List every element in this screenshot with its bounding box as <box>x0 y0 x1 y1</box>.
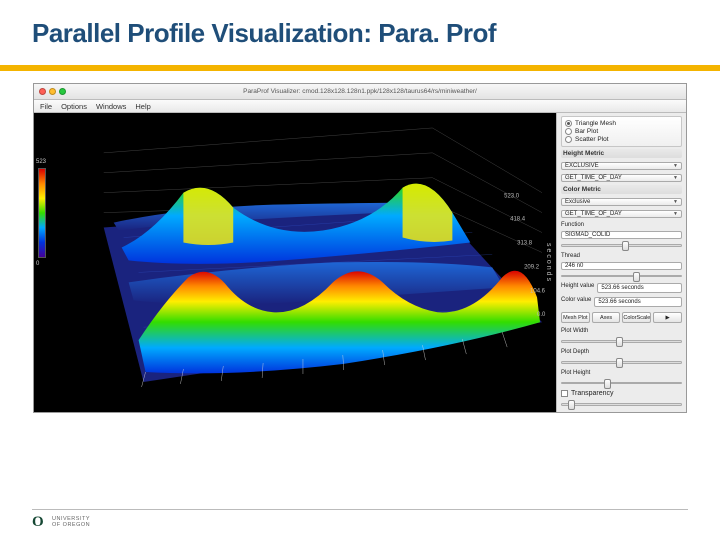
height-metric-header: Height Metric <box>561 149 682 158</box>
height-value-label: Height value <box>561 283 594 293</box>
plot-depth-label: Plot Depth <box>561 349 589 355</box>
z-axis-label: seconds <box>545 243 552 283</box>
thread-label: Thread <box>561 253 580 259</box>
function-value: SIGMAD_COLID <box>561 231 682 239</box>
visualization-canvas[interactable]: 523.0 418.4 313.8 209.2 104.6 0.0 523 0 sec… <box>34 113 556 412</box>
height-value-dropdown[interactable]: EXCLUSIVE▼ <box>561 162 682 170</box>
uo-logo-icon: O <box>32 514 48 530</box>
color-metric-dropdown[interactable]: GET_TIME_OF_DAY▼ <box>561 210 682 218</box>
plot-height-slider[interactable] <box>561 382 682 385</box>
transparency-slider[interactable] <box>561 403 682 406</box>
svg-text:104.6: 104.6 <box>530 288 546 294</box>
transparency-label: Transparency <box>571 390 614 397</box>
height-value: 523.66 seconds <box>597 283 682 293</box>
plot-type-section: Triangle Mesh Bar Plot Scatter Plot <box>561 116 682 147</box>
svg-text:313.8: 313.8 <box>517 240 533 246</box>
function-slider[interactable] <box>561 244 682 247</box>
radio-bar-plot[interactable] <box>565 128 572 135</box>
accent-bar <box>0 65 720 71</box>
colorscale-button[interactable]: ColorScale <box>622 312 651 323</box>
paraprof-window: ParaProf Visualizer: cmod.128x128.128n1.… <box>33 83 687 413</box>
chevron-down-icon: ▼ <box>673 163 678 169</box>
axes-button[interactable]: Axes <box>592 312 621 323</box>
menu-help[interactable]: Help <box>135 102 150 111</box>
opt-triangle-mesh: Triangle Mesh <box>575 120 616 127</box>
titlebar: ParaProf Visualizer: cmod.128x128.128n1.… <box>34 84 686 100</box>
color-metric-header: Color Metric <box>561 185 682 194</box>
transparency-checkbox[interactable] <box>561 390 568 397</box>
slide-title: Parallel Profile Visualization: Para. Pr… <box>0 0 720 57</box>
colorbar-max: 523 <box>36 159 46 165</box>
menu-windows[interactable]: Windows <box>96 102 126 111</box>
plot-depth-slider[interactable] <box>561 361 682 364</box>
chevron-down-icon: ▼ <box>673 175 678 181</box>
svg-text:0.0: 0.0 <box>537 312 546 318</box>
svg-text:523.0: 523.0 <box>504 194 520 200</box>
color-value: 523.66 seconds <box>594 297 682 307</box>
opt-bar-plot: Bar Plot <box>575 128 598 135</box>
institution-line2: OF OREGON <box>52 522 90 528</box>
plot-width-slider[interactable] <box>561 340 682 343</box>
plot-width-label: Plot Width <box>561 328 588 334</box>
svg-text:209.2: 209.2 <box>524 264 540 270</box>
colorbar-min: 0 <box>36 261 39 267</box>
function-label: Function <box>561 222 584 228</box>
thread-slider[interactable] <box>561 275 682 278</box>
radio-triangle-mesh[interactable] <box>565 120 572 127</box>
height-metric-dropdown[interactable]: GET_TIME_OF_DAY▼ <box>561 174 682 182</box>
svg-text:418.4: 418.4 <box>510 217 526 223</box>
menu-file[interactable]: File <box>40 102 52 111</box>
chevron-down-icon: ▼ <box>673 211 678 217</box>
radio-scatter-plot[interactable] <box>565 136 572 143</box>
color-value-label: Color value <box>561 297 591 307</box>
chevron-down-icon: ▼ <box>673 199 678 205</box>
plot-height-label: Plot Height <box>561 370 590 376</box>
control-panel: Triangle Mesh Bar Plot Scatter Plot Heig… <box>556 113 686 412</box>
window-title: ParaProf Visualizer: cmod.128x128.128n1.… <box>34 88 686 95</box>
color-value-dropdown[interactable]: Exclusive▼ <box>561 198 682 206</box>
opt-scatter-plot: Scatter Plot <box>575 136 609 143</box>
next-button[interactable]: ▶ <box>653 312 682 323</box>
menu-options[interactable]: Options <box>61 102 87 111</box>
mesh-plot-button[interactable]: Mesh Plot <box>561 312 590 323</box>
footer: O UNIVERSITY OF OREGON <box>32 509 688 530</box>
menubar: File Options Windows Help <box>34 100 686 113</box>
color-scale <box>38 168 46 258</box>
thread-value: 246 n0 <box>561 262 682 270</box>
